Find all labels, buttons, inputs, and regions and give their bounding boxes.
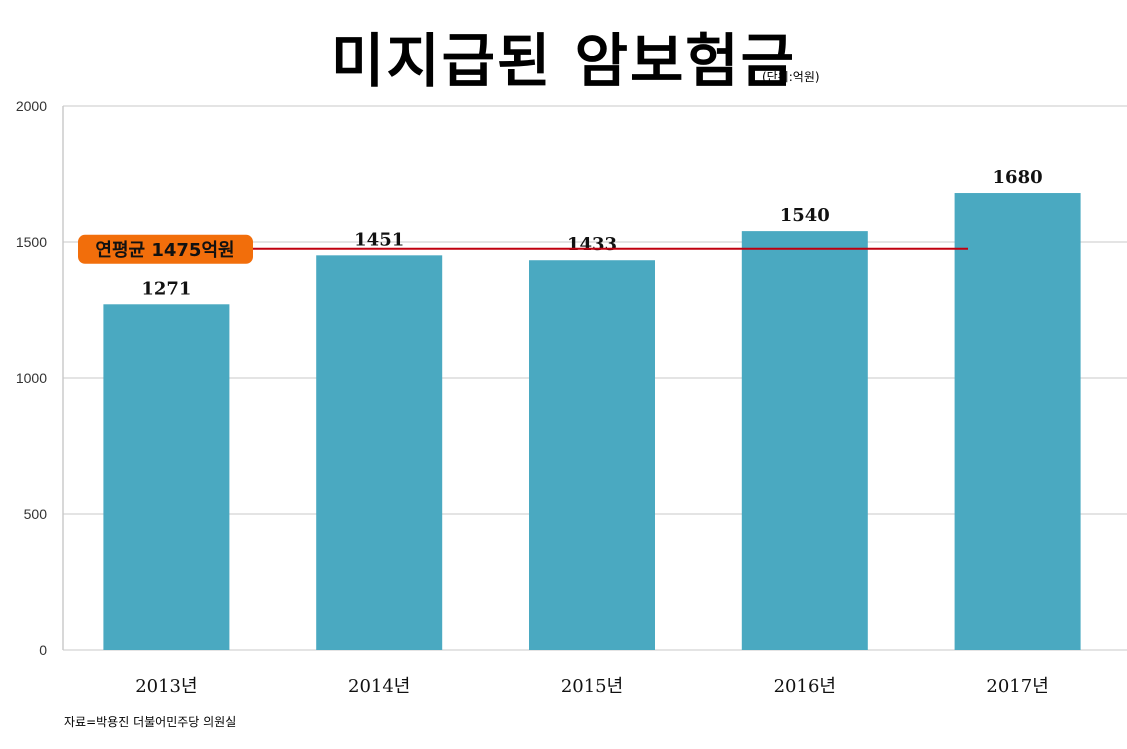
average-badge bbox=[78, 234, 253, 264]
bar bbox=[954, 193, 1081, 651]
data-label: 1271 bbox=[141, 278, 191, 299]
bar bbox=[741, 231, 868, 650]
y-tick-label: 1000 bbox=[16, 370, 47, 386]
data-label: 1451 bbox=[354, 229, 404, 250]
chart-title: 미지급된 암보험금 bbox=[330, 27, 797, 95]
x-tick-label: 2013년 bbox=[135, 676, 197, 697]
y-tick-label: 500 bbox=[24, 506, 48, 522]
x-tick-label: 2016년 bbox=[774, 676, 836, 697]
source-note: 자료=박용진 더불어민주당 의원실 bbox=[64, 715, 237, 729]
y-tick-label: 1500 bbox=[16, 234, 47, 250]
bar bbox=[316, 255, 443, 650]
x-tick-label: 2015년 bbox=[561, 676, 623, 697]
unit-note: (단위:억원) bbox=[762, 70, 820, 84]
chart-title-wrap: 미지급된 암보험금 bbox=[0, 14, 1127, 98]
bar bbox=[103, 304, 230, 650]
data-label: 1680 bbox=[993, 167, 1043, 188]
x-tick-label: 2017년 bbox=[986, 676, 1048, 697]
data-label: 1540 bbox=[780, 205, 830, 226]
y-tick-label: 0 bbox=[39, 642, 47, 658]
x-tick-label: 2014년 bbox=[348, 676, 410, 697]
y-tick-label: 2000 bbox=[16, 98, 47, 114]
bar bbox=[529, 260, 655, 650]
average-label: 연평균 1475억원 bbox=[95, 240, 234, 261]
data-label: 1433 bbox=[567, 234, 617, 255]
